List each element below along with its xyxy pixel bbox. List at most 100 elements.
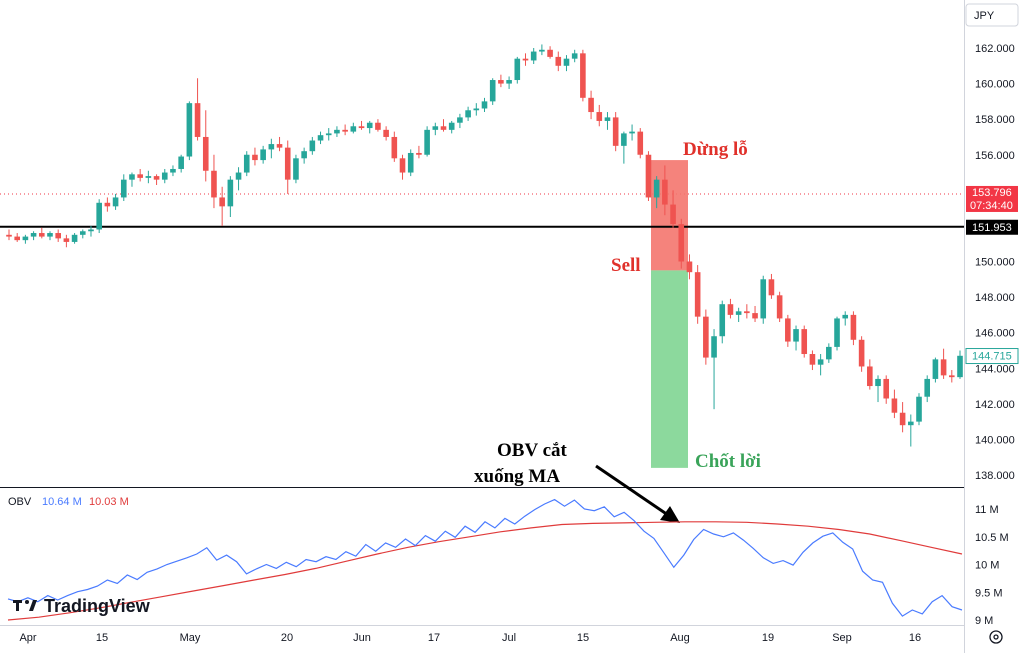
time-tick-label: Jun: [353, 632, 371, 644]
candle: [399, 154, 406, 180]
candle: [227, 176, 234, 218]
candle: [71, 233, 78, 244]
candle: [334, 126, 340, 137]
candle: [588, 90, 594, 120]
candle: [547, 46, 553, 59]
candle: [235, 167, 242, 191]
candle: [293, 154, 299, 184]
candle: [407, 149, 414, 177]
candle: [637, 128, 644, 159]
candle: [522, 53, 529, 66]
crossover-label-line2: xuống MA: [474, 466, 560, 487]
obv-legend-title: OBV: [8, 496, 32, 508]
time-axis[interactable]: Apr 15 May 20 Jun 17 Jul 15 Aug 19 Sep 16: [19, 632, 921, 644]
price-tick-label: 156.000: [975, 150, 1015, 162]
candle: [604, 112, 611, 130]
candle: [908, 414, 914, 447]
price-tick-label: 142.000: [975, 399, 1015, 411]
candle: [826, 343, 832, 363]
time-tick-label: 17: [428, 632, 440, 644]
obv-legend[interactable]: OBV 10.64 M 10.03 M: [8, 496, 129, 508]
candle: [793, 325, 799, 351]
level-price-value: 151.953: [972, 222, 1012, 234]
time-tick-label: Jul: [502, 632, 516, 644]
candle: [170, 165, 176, 177]
candle: [424, 126, 430, 157]
gear-icon[interactable]: [989, 630, 1003, 644]
close-price-tag: 144.715: [965, 348, 1019, 365]
candle: [432, 122, 439, 136]
candle: [776, 291, 783, 322]
candle: [571, 49, 578, 63]
candle: [686, 254, 693, 280]
obv-tick-label: 11 M: [975, 504, 999, 516]
candle: [202, 110, 209, 182]
last-price-tag: 153.796 07:34:40: [966, 185, 1018, 212]
price-tick-label: 144.000: [975, 363, 1015, 375]
candle: [850, 311, 857, 346]
candle: [30, 231, 37, 241]
candle: [153, 174, 160, 185]
candle: [809, 350, 816, 371]
time-tick-label: 19: [762, 632, 774, 644]
candle: [580, 49, 586, 102]
candle: [744, 304, 750, 319]
candle: [867, 359, 873, 390]
candle: [194, 78, 201, 141]
tradingview-logo-icon: [13, 600, 37, 611]
candle: [129, 172, 135, 187]
candle: [6, 229, 12, 241]
currency-selector[interactable]: JPY: [965, 3, 1019, 27]
candle: [317, 131, 324, 145]
tradingview-wordmark: TradingView: [44, 596, 151, 616]
obv-line: [7, 498, 963, 617]
candle: [481, 97, 488, 113]
candle: [957, 350, 963, 379]
candle: [243, 151, 250, 177]
time-tick-label: 15: [577, 632, 589, 644]
crossover-arrow: [595, 464, 680, 523]
candle: [801, 325, 808, 358]
price-tick-label: 160.000: [975, 79, 1015, 91]
candle: [473, 103, 480, 116]
candle: [711, 329, 717, 410]
candle: [252, 147, 258, 166]
candle: [55, 229, 61, 242]
candle: [276, 136, 283, 152]
obv-ma-line: [7, 521, 963, 621]
close-price-value: 144.715: [972, 351, 1012, 363]
stop-loss-label: Dừng lỗ: [683, 139, 748, 160]
level-price-tag: 151.953: [966, 219, 1018, 235]
candle: [555, 51, 562, 72]
obv-axis[interactable]: 11 M 10.5 M 10 M 9.5 M 9 M: [975, 504, 1009, 627]
price-tick-label: 140.000: [975, 434, 1015, 446]
candle: [63, 234, 70, 248]
candle: [735, 307, 742, 322]
candle: [145, 170, 152, 184]
candle: [752, 305, 758, 322]
time-tick-label: Apr: [19, 632, 36, 644]
candle: [703, 309, 709, 365]
candle: [612, 112, 619, 152]
candle: [284, 140, 291, 194]
candle: [506, 76, 512, 89]
currency-label: JPY: [974, 10, 995, 22]
candle: [104, 197, 111, 212]
candle: [621, 131, 627, 164]
price-tick-label: 146.000: [975, 328, 1015, 340]
candle: [916, 393, 922, 426]
obv-tick-label: 9 M: [975, 615, 993, 627]
candle: [940, 348, 947, 379]
candle: [785, 314, 791, 347]
candle: [309, 136, 316, 155]
candle: [342, 124, 348, 136]
price-tick-label: 162.000: [975, 43, 1015, 55]
candle: [768, 273, 775, 299]
candle: [653, 176, 660, 209]
candle: [416, 145, 422, 159]
candle: [350, 122, 357, 134]
candle: [760, 275, 767, 324]
last-price-value: 153.796: [972, 187, 1012, 199]
sell-label: Sell: [611, 255, 641, 276]
